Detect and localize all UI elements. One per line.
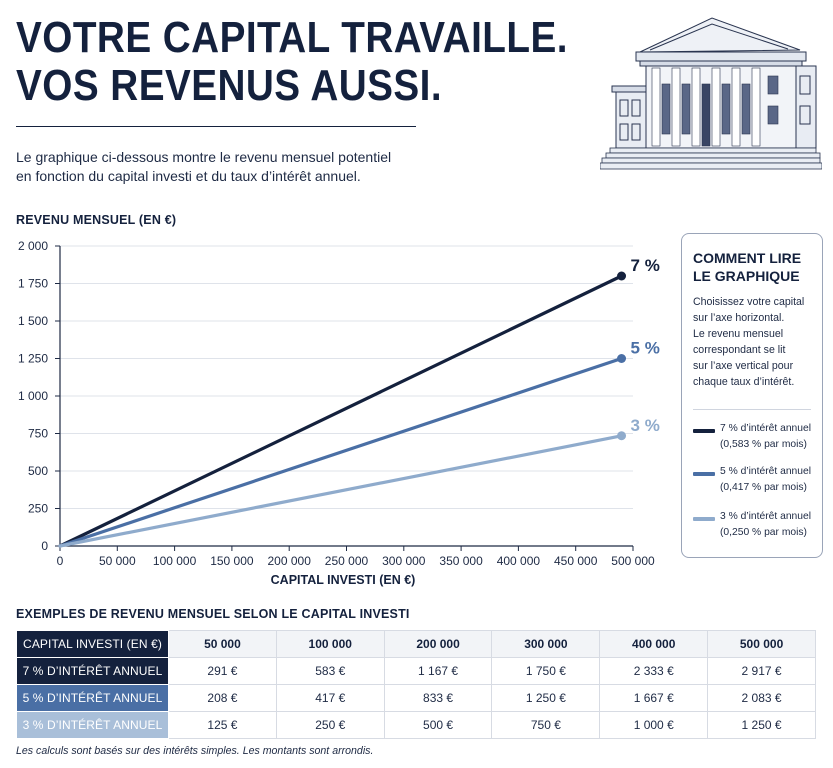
x-tick-label: 250 000 bbox=[325, 554, 369, 568]
series-end-point bbox=[617, 431, 627, 441]
x-tick-label: 500 000 bbox=[611, 554, 655, 568]
table-cell: 1 750 € bbox=[491, 657, 601, 685]
table-header-cell: 200 000 bbox=[383, 630, 493, 658]
table-cell: 500 € bbox=[383, 711, 493, 739]
table-title: EXEMPLES DE REVENU MENSUEL SELON LE CAPI… bbox=[16, 607, 410, 621]
guide-divider bbox=[693, 409, 811, 410]
series-label: 5 % bbox=[631, 339, 660, 358]
y-axis-title: REVENU MENSUEL (EN €) bbox=[16, 213, 177, 227]
intro-text: Le graphique ci-dessous montre le revenu… bbox=[16, 148, 436, 186]
guide-text-line: sur l’axe vertical pour bbox=[693, 360, 794, 372]
series-line bbox=[58, 356, 624, 548]
series-end-point bbox=[617, 354, 627, 363]
y-tick-label: 0 bbox=[41, 539, 48, 553]
table-header-cell: 300 000 bbox=[491, 630, 601, 658]
guide-text-line: Le revenu mensuel bbox=[693, 328, 784, 340]
guide-title-line-2: LE GRAPHIQUE bbox=[693, 268, 800, 284]
classical-building-icon bbox=[600, 17, 822, 170]
table-cell: 125 € bbox=[168, 711, 277, 739]
y-tick-label: 1 000 bbox=[18, 389, 48, 403]
legend-item-3-percent: 3 % d’intérêt annuel (0,250 % par mois) bbox=[693, 508, 823, 542]
intro-line-2: en fonction du capital investi et du tau… bbox=[16, 168, 361, 184]
table-cell: 1 667 € bbox=[599, 684, 709, 712]
x-tick-label: 400 000 bbox=[497, 554, 541, 568]
x-tick-label: 450 000 bbox=[554, 554, 598, 568]
table-header-cell: 400 000 bbox=[599, 630, 709, 658]
table-cell: 833 € bbox=[383, 684, 493, 712]
table-cell: 2 333 € bbox=[599, 657, 709, 685]
legend-swatch bbox=[693, 429, 715, 433]
table-cell: 208 € bbox=[168, 684, 277, 712]
legend-sublabel: (0,417 % par mois) bbox=[720, 482, 807, 493]
y-tick-label: 2 000 bbox=[18, 239, 48, 253]
y-tick-label: 1 250 bbox=[18, 352, 48, 366]
legend-sublabel: (0,583 % par mois) bbox=[720, 439, 807, 450]
reading-guide-panel: COMMENT LIRE LE GRAPHIQUE Choisissez votr… bbox=[681, 233, 823, 558]
title-line-1: VOTRE CAPITAL TRAVAILLE. bbox=[16, 13, 568, 62]
table-cell: 2 083 € bbox=[707, 684, 816, 712]
x-tick-label: 200 000 bbox=[268, 554, 312, 568]
guide-text-line: Choisissez votre capital bbox=[693, 296, 805, 308]
series-line bbox=[58, 274, 624, 548]
legend-sublabel: (0,250 % par mois) bbox=[720, 527, 807, 538]
income-line-chart: 0 250 500 750 1 000 1 250 1 500 1 750 2 000 0 50 … bbox=[18, 239, 660, 587]
series-label: 3 % bbox=[631, 416, 660, 435]
table-header-cell: CAPITAL INVESTI (EN €) bbox=[16, 630, 169, 658]
table-cell: 1 250 € bbox=[707, 711, 816, 739]
table-cell: 291 € bbox=[168, 657, 277, 685]
intro-line-1: Le graphique ci-dessous montre le revenu… bbox=[16, 149, 392, 165]
x-tick-label: 300 000 bbox=[382, 554, 426, 568]
x-tick-label: 0 bbox=[57, 554, 64, 568]
y-tick-label: 750 bbox=[28, 427, 48, 441]
guide-title-line-1: COMMENT LIRE bbox=[693, 250, 802, 266]
table-row-label: 7 % D’INTÉRÊT ANNUEL bbox=[16, 657, 169, 685]
table-cell: 1 167 € bbox=[383, 657, 493, 685]
x-tick-label: 150 000 bbox=[210, 554, 254, 568]
x-tick-label: 50 000 bbox=[99, 554, 136, 568]
table-cell: 417 € bbox=[275, 684, 385, 712]
legend-swatch bbox=[693, 472, 715, 476]
legend-item-7-percent: 7 % d’intérêt annuel (0,583 % par mois) bbox=[693, 420, 823, 454]
page-title: VOTRE CAPITAL TRAVAILLE. VOS REVENUS AUSS… bbox=[16, 14, 568, 110]
table-cell: 583 € bbox=[275, 657, 385, 685]
legend-label: 5 % d’intérêt annuel bbox=[720, 466, 812, 477]
y-tick-label: 1 750 bbox=[18, 277, 48, 291]
table-header-cell: 100 000 bbox=[275, 630, 385, 658]
table-cell: 750 € bbox=[491, 711, 601, 739]
legend-label: 3 % d’intérêt annuel bbox=[720, 511, 812, 522]
table-cell: 1 000 € bbox=[599, 711, 709, 739]
table-cell: 1 250 € bbox=[491, 684, 601, 712]
table-row: 7 % D’INTÉRÊT ANNUEL 291 € 583 € 1 167 €… bbox=[16, 657, 816, 685]
legend-item-5-percent: 5 % d’intérêt annuel (0,417 % par mois) bbox=[693, 463, 823, 497]
title-line-2: VOS REVENUS AUSSI. bbox=[16, 61, 443, 110]
x-tick-label: 350 000 bbox=[439, 554, 483, 568]
table-cell: 2 917 € bbox=[707, 657, 816, 685]
table-row: 5 % D’INTÉRÊT ANNUEL 208 € 417 € 833 € 1… bbox=[16, 684, 816, 712]
x-tick-label: 100 000 bbox=[153, 554, 197, 568]
table-header-cell: 500 000 bbox=[707, 630, 816, 658]
table-row-label: 5 % D’INTÉRÊT ANNUEL bbox=[16, 684, 169, 712]
guide-text-line: sur l’axe horizontal. bbox=[693, 312, 785, 324]
y-tick-label: 500 bbox=[28, 464, 48, 478]
guide-text-line: correspondant se lit bbox=[693, 344, 786, 356]
legend-swatch bbox=[693, 517, 715, 521]
guide-text-line: chaque taux d’intérêt. bbox=[693, 376, 795, 388]
series-line bbox=[58, 434, 624, 548]
guide-text: Choisissez votre capital sur l’axe horiz… bbox=[693, 294, 818, 390]
income-examples-table: CAPITAL INVESTI (EN €) 50 000 100 000 20… bbox=[16, 630, 816, 739]
footnote: Les calculs sont basés sur des intérêts … bbox=[16, 745, 374, 757]
title-divider bbox=[16, 126, 416, 127]
table-row: 3 % D’INTÉRÊT ANNUEL 125 € 250 € 500 € 7… bbox=[16, 711, 816, 739]
y-tick-label: 1 500 bbox=[18, 314, 48, 328]
x-axis-title: CAPITAL INVESTI (EN €) bbox=[271, 573, 416, 587]
table-header-cell: 50 000 bbox=[168, 630, 277, 658]
guide-title: COMMENT LIRE LE GRAPHIQUE bbox=[693, 249, 818, 285]
table-header-row: CAPITAL INVESTI (EN €) 50 000 100 000 20… bbox=[16, 630, 816, 658]
table-row-label: 3 % D’INTÉRÊT ANNUEL bbox=[16, 711, 169, 739]
table-cell: 250 € bbox=[275, 711, 385, 739]
series-label: 7 % bbox=[631, 256, 660, 275]
y-tick-label: 250 bbox=[28, 502, 48, 516]
legend-label: 7 % d’intérêt annuel bbox=[720, 423, 812, 434]
series-end-point bbox=[617, 271, 627, 281]
